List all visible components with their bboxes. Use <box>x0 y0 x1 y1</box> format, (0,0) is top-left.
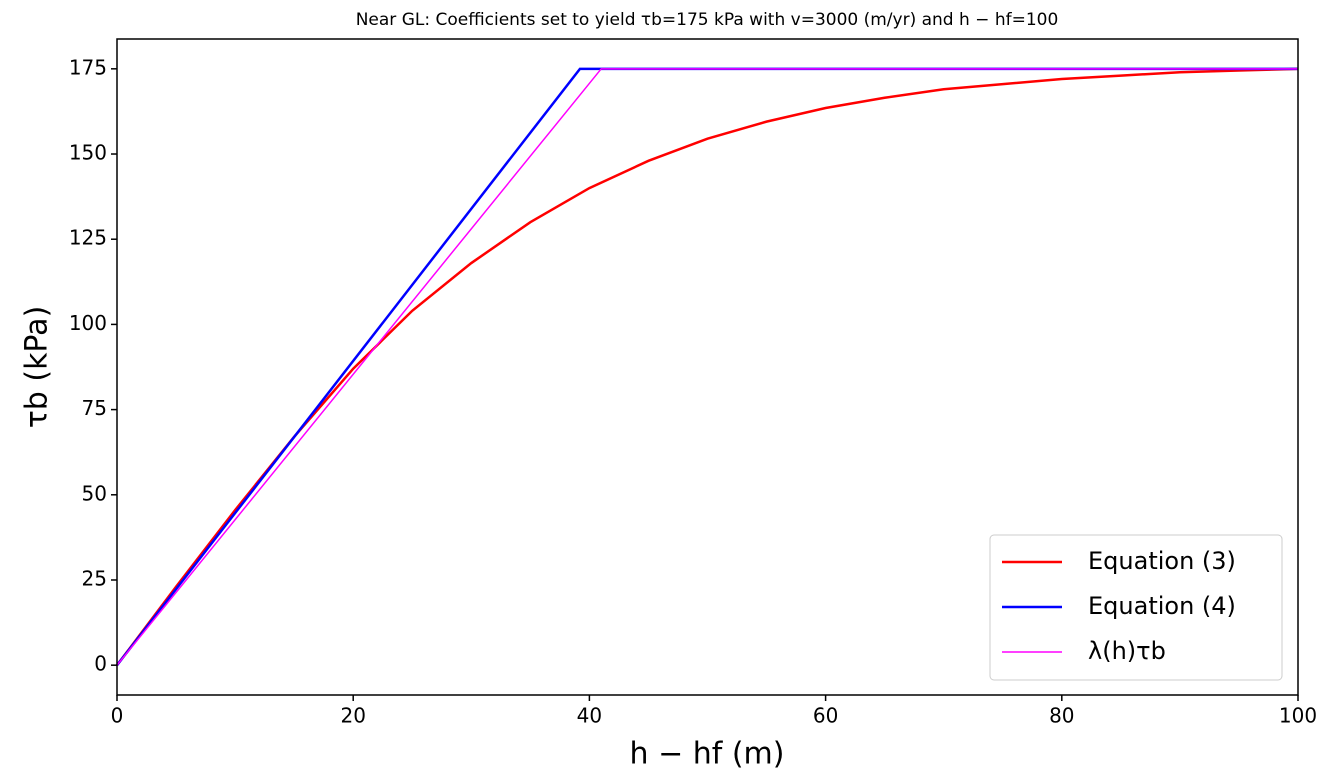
y-tick-label: 150 <box>69 141 107 165</box>
y-tick-label: 75 <box>82 396 107 420</box>
y-tick-label: 125 <box>69 226 107 250</box>
y-tick-label: 175 <box>69 55 107 79</box>
y-tick-label: 50 <box>82 481 107 505</box>
y-tick-label: 100 <box>69 311 107 335</box>
y-axis-label: τb (kPa) <box>20 306 55 429</box>
x-tick-label: 80 <box>1049 704 1074 728</box>
legend-label: Equation (4) <box>1088 592 1236 620</box>
y-tick-label: 0 <box>94 652 107 676</box>
x-tick-label: 20 <box>340 704 365 728</box>
series-line <box>116 67 1299 666</box>
x-tick-label: 40 <box>577 704 602 728</box>
x-tick-label: 60 <box>813 704 838 728</box>
x-tick-label: 100 <box>1279 704 1317 728</box>
chart-title: Near GL: Coefficients set to yield τb=17… <box>356 10 1059 30</box>
series-line <box>116 68 1298 666</box>
plot-frame <box>116 38 1299 696</box>
legend-label: Equation (3) <box>1088 547 1236 575</box>
legend-box <box>989 534 1283 681</box>
x-axis-label: h − hf (m) <box>630 737 785 772</box>
y-tick-label: 25 <box>82 566 107 590</box>
legend-label: λ(h)τb <box>1088 637 1166 665</box>
x-tick-label: 0 <box>111 704 124 728</box>
